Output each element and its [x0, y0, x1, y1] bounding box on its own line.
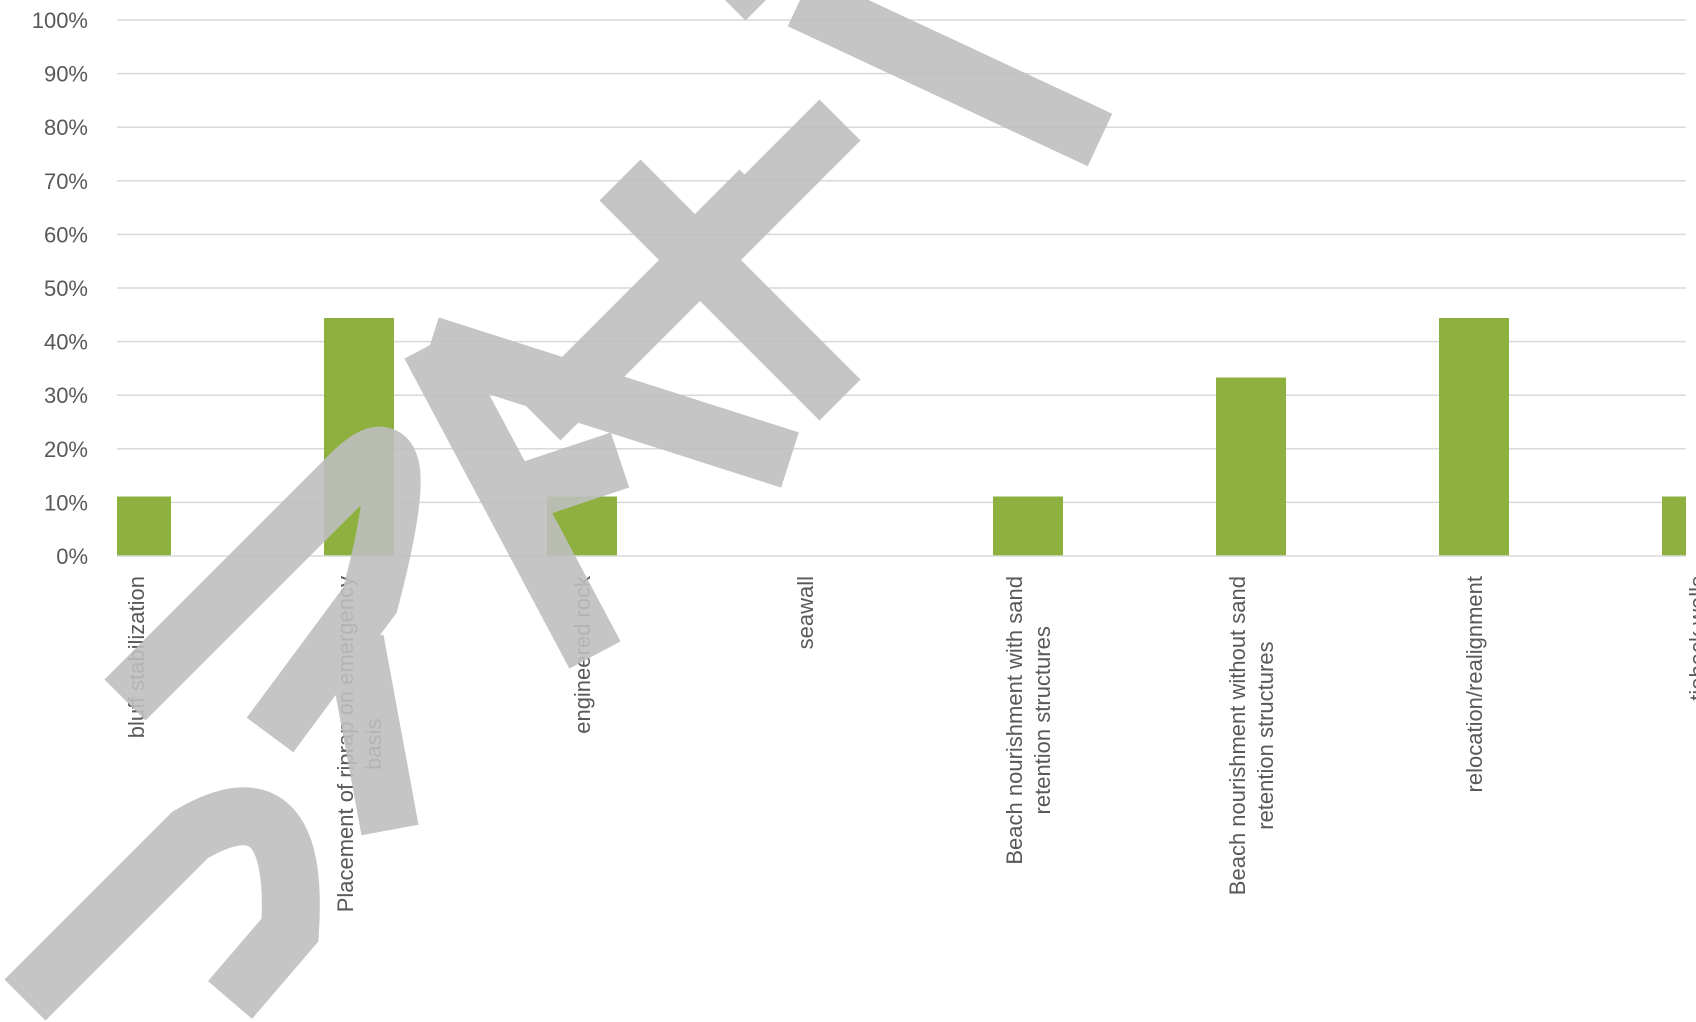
- x-tick-label-line: relocation/realignment: [1462, 576, 1487, 792]
- bar: [1216, 377, 1286, 556]
- watermark-letter-a: [404, 317, 799, 669]
- y-tick-label: 10%: [44, 490, 88, 515]
- bar: [1439, 318, 1509, 556]
- draft-watermark: [4, 0, 1113, 1021]
- watermark-letter-d: [4, 787, 320, 1021]
- y-tick-label: 70%: [44, 169, 88, 194]
- x-tick-label: tieback walls: [1685, 576, 1696, 701]
- y-tick-label: 20%: [44, 437, 88, 462]
- y-tick-label: 0%: [56, 544, 88, 569]
- y-tick-label: 40%: [44, 330, 88, 355]
- y-tick-label: 100%: [32, 8, 88, 33]
- watermark-letter-t: [725, 0, 1113, 167]
- x-tick-label-line: seawall: [793, 576, 818, 649]
- x-tick-label-line: retention structures: [1030, 626, 1055, 814]
- x-tick-label-line: Beach nourishment with sand: [1002, 576, 1027, 865]
- x-tick-label: relocation/realignment: [1462, 576, 1487, 792]
- y-tick-label: 90%: [44, 62, 88, 87]
- bar: [1662, 496, 1686, 556]
- x-tick-label-line: retention structures: [1253, 641, 1278, 829]
- x-tick-label: seawall: [793, 576, 818, 649]
- y-tick-label: 60%: [44, 222, 88, 247]
- watermark-letter-f: [519, 99, 861, 441]
- x-tick-label: Beach nourishment with sand retention str…: [1002, 576, 1055, 865]
- x-tick-label: Beach nourishment without sand retention …: [1225, 576, 1278, 895]
- y-axis-ticks: 0% 10% 20% 30% 40% 50% 60% 70% 80% 90% 100%: [32, 8, 88, 569]
- x-tick-label-line: tieback walls: [1685, 576, 1696, 701]
- y-tick-label: 80%: [44, 115, 88, 140]
- y-tick-label: 30%: [44, 383, 88, 408]
- watermark-letter-r: [104, 426, 421, 836]
- x-tick-label-line: Beach nourishment without sand: [1225, 576, 1250, 895]
- bar: [117, 496, 171, 556]
- bar: [993, 496, 1063, 556]
- y-tick-label: 50%: [44, 276, 88, 301]
